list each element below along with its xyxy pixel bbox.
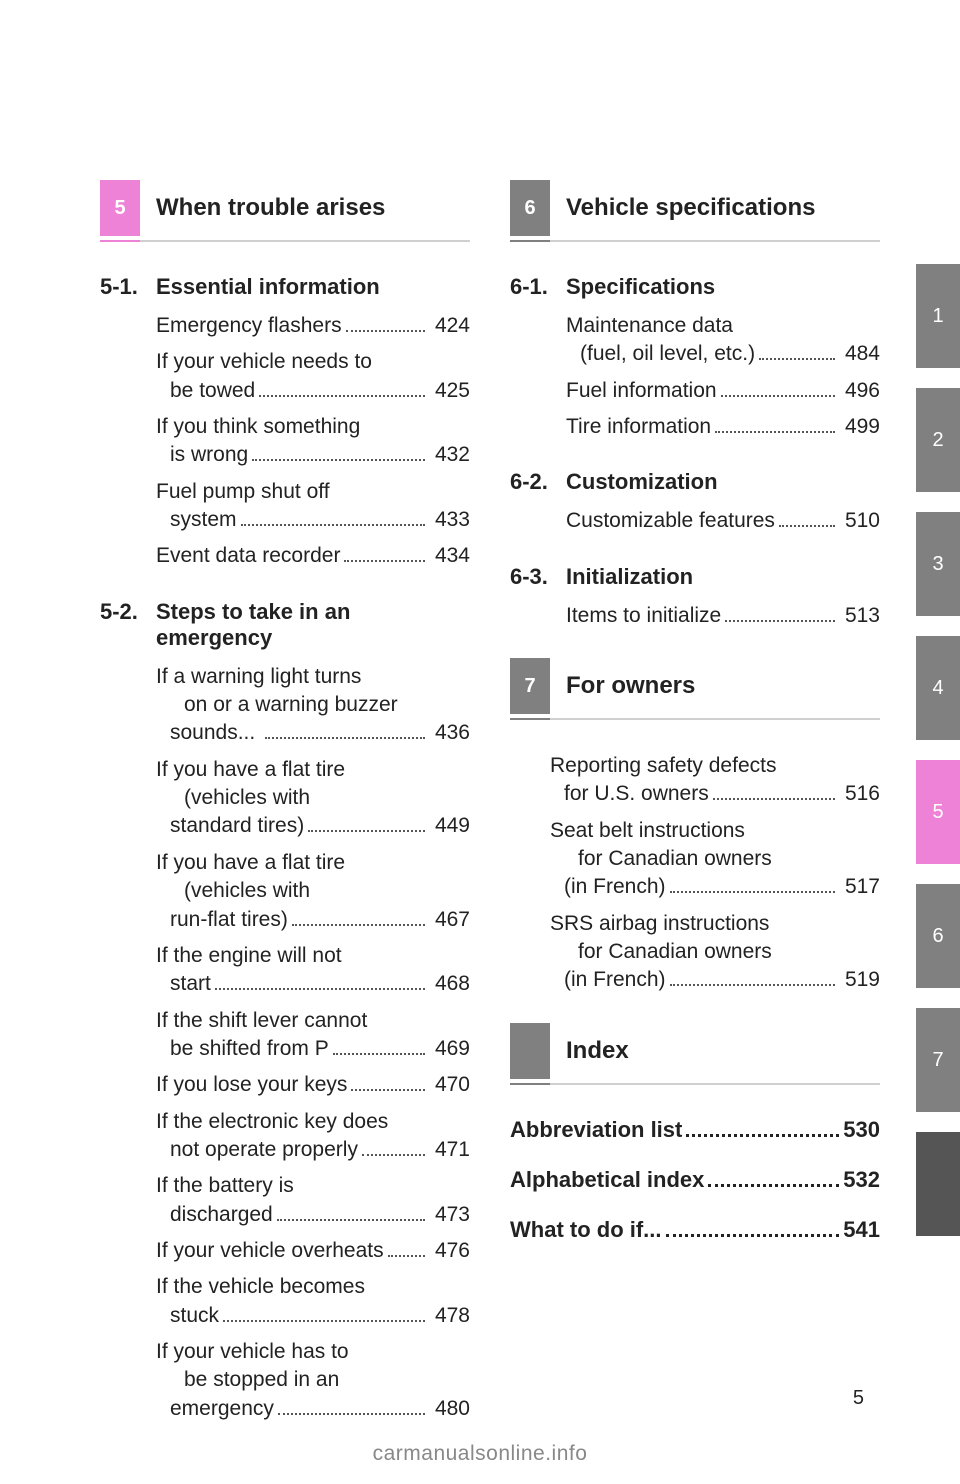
- toc-entry[interactable]: Fuel pump shut offsystem433: [156, 478, 470, 535]
- toc-entry[interactable]: Reporting safety defectsfor U.S. owners5…: [550, 752, 880, 809]
- toc-entries: Items to initialize513: [510, 602, 880, 630]
- toc-subsection: 6-1.Specifications Maintenance data(fuel,…: [510, 274, 880, 441]
- chapter-sections: Reporting safety defectsfor U.S. owners5…: [510, 752, 880, 995]
- toc-entry[interactable]: If you lose your keys470: [156, 1071, 470, 1099]
- right-column: 6Vehicle specifications 6-1.Specification…: [510, 180, 880, 1451]
- toc-entry[interactable]: If your vehicle has tobe stopped in anem…: [156, 1338, 470, 1423]
- toc-entries: Customizable features510: [510, 507, 880, 535]
- index-entry[interactable]: What to do if... 541: [510, 1217, 880, 1243]
- toc-entry[interactable]: If the battery isdischarged473: [156, 1172, 470, 1229]
- toc-entry[interactable]: If the engine will notstart468: [156, 942, 470, 999]
- side-tab[interactable]: 3: [916, 512, 960, 616]
- toc-subsection: 6-3.Initialization Items to initialize513: [510, 564, 880, 630]
- toc-subsection: 5-1.Essential information Emergency flash…: [100, 274, 470, 571]
- toc-entry[interactable]: If your vehicle overheats476: [156, 1237, 470, 1265]
- toc-entries: Emergency flashers424 If your vehicle nee…: [100, 312, 470, 571]
- toc-entry[interactable]: If your vehicle needs tobe towed425: [156, 348, 470, 405]
- toc-entry[interactable]: Fuel information496: [566, 377, 880, 405]
- chapter-number: 5: [100, 180, 140, 236]
- page-number: 5: [853, 1387, 864, 1410]
- chapter-rule: [100, 240, 470, 242]
- chapter-title: For owners: [550, 658, 880, 714]
- content-columns: 5 When trouble arises 5-1.Essential info…: [0, 180, 960, 1451]
- toc-entry[interactable]: Customizable features510: [566, 507, 880, 535]
- side-tab[interactable]: 6: [916, 884, 960, 988]
- toc-entry[interactable]: Items to initialize513: [566, 602, 880, 630]
- watermark: carmanualsonline.info: [0, 1442, 960, 1466]
- side-tab[interactable]: 1: [916, 264, 960, 368]
- index-bold-entries: Abbreviation list 530 Alphabetical index …: [510, 1117, 880, 1243]
- chapter-sections: 6-1.Specifications Maintenance data(fuel,…: [510, 274, 880, 630]
- chapter-rule: [510, 240, 880, 242]
- index-entry[interactable]: Alphabetical index 532: [510, 1167, 880, 1193]
- toc-entries: Maintenance data(fuel, oil level, etc.)4…: [510, 312, 880, 441]
- side-tab[interactable]: 5: [916, 760, 960, 864]
- chapter-header: Index: [510, 1023, 880, 1079]
- toc-entry[interactable]: Emergency flashers424: [156, 312, 470, 340]
- chapter-rule: [510, 1083, 880, 1085]
- side-tab[interactable]: 4: [916, 636, 960, 740]
- toc-entries: Reporting safety defectsfor U.S. owners5…: [510, 752, 880, 995]
- toc-entry[interactable]: If the shift lever cannotbe shifted from…: [156, 1007, 470, 1064]
- toc-entries: If a warning light turnson or a warning …: [100, 663, 470, 1423]
- side-tab[interactable]: [916, 1132, 960, 1236]
- page: 5 When trouble arises 5-1.Essential info…: [0, 0, 960, 1484]
- side-tabs: 1 2 3 4 5 6 7: [916, 264, 960, 1256]
- index-entry[interactable]: Abbreviation list 530: [510, 1117, 880, 1143]
- toc-entry[interactable]: Tire information499: [566, 413, 880, 441]
- toc-subsection: 6-2.Customization Customizable features51…: [510, 469, 880, 535]
- toc-entry[interactable]: If you have a flat tire(vehicles withrun…: [156, 849, 470, 934]
- toc-subsection-title: 6-2.Customization: [510, 469, 880, 495]
- chapter-header: 7For owners: [510, 658, 880, 714]
- toc-subsection: 5-2.Steps to take in an emergency If a wa…: [100, 599, 470, 1423]
- chapter-number: 7: [510, 658, 550, 714]
- left-sections: 5-1.Essential information Emergency flash…: [100, 274, 470, 1423]
- toc-entry[interactable]: If the vehicle becomesstuck478: [156, 1273, 470, 1330]
- chapter-rule: [510, 718, 880, 720]
- chapter-number: 6: [510, 180, 550, 236]
- toc-entry[interactable]: If the electronic key doesnot operate pr…: [156, 1108, 470, 1165]
- side-tab[interactable]: 7: [916, 1008, 960, 1112]
- toc-entry[interactable]: Maintenance data(fuel, oil level, etc.)4…: [566, 312, 880, 369]
- toc-entry[interactable]: Event data recorder434: [156, 542, 470, 570]
- chapter-title: When trouble arises: [140, 180, 470, 236]
- toc-entry[interactable]: SRS airbag instructionsfor Canadian owne…: [550, 910, 880, 995]
- toc-subsection-title: 6-1.Specifications: [510, 274, 880, 300]
- toc-subsection-title: 5-2.Steps to take in an emergency: [100, 599, 470, 651]
- toc-subsection-title: 6-3.Initialization: [510, 564, 880, 590]
- left-column: 5 When trouble arises 5-1.Essential info…: [100, 180, 470, 1451]
- chapter-title: Vehicle specifications: [550, 180, 880, 236]
- chapter-title: Index: [550, 1023, 880, 1079]
- chapter-number: [510, 1023, 550, 1079]
- chapter-header-5: 5 When trouble arises: [100, 180, 470, 236]
- side-tab[interactable]: 2: [916, 388, 960, 492]
- toc-entry[interactable]: If a warning light turnson or a warning …: [156, 663, 470, 748]
- toc-entry[interactable]: Seat belt instructionsfor Canadian owner…: [550, 817, 880, 902]
- right-blocks: 6Vehicle specifications 6-1.Specification…: [510, 180, 880, 1085]
- toc-entry[interactable]: If you have a flat tire(vehicles withsta…: [156, 756, 470, 841]
- toc-entry[interactable]: If you think somethingis wrong432: [156, 413, 470, 470]
- chapter-header: 6Vehicle specifications: [510, 180, 880, 236]
- toc-subsection-title: 5-1.Essential information: [100, 274, 470, 300]
- toc-subsection: Reporting safety defectsfor U.S. owners5…: [510, 752, 880, 995]
